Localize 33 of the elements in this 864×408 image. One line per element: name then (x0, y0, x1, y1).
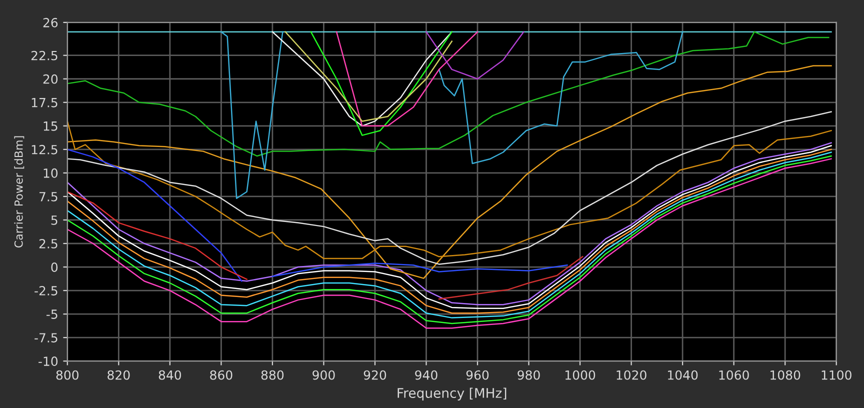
y-tick-label: 12.5 (32, 144, 58, 154)
x-tick-label: 900 (312, 370, 335, 380)
y-tick-label: -5 (46, 310, 58, 319)
y-tick-label: 7.5 (40, 192, 58, 202)
y-tick-label: 5 (51, 216, 58, 225)
y-tick-label: -2.5 (34, 286, 58, 296)
x-tick-label: 860 (210, 370, 232, 380)
x-tick-label: 1040 (668, 370, 698, 380)
y-tick-label: -7.5 (34, 333, 58, 342)
y-tick-label: 17.5 (32, 98, 58, 108)
x-tick-label: 820 (108, 370, 130, 380)
y-axis-title: Carrier Power [dBm] (14, 136, 24, 248)
y-tick-label: 2.5 (39, 238, 58, 248)
x-tick-label: 980 (518, 370, 540, 380)
x-tick-label: 920 (364, 370, 386, 380)
y-tick-label: 26 (43, 18, 58, 28)
x-tick-label: 800 (56, 370, 78, 380)
x-tick-label: 1020 (616, 370, 646, 380)
x-tick-label: 1080 (770, 370, 800, 380)
y-tick-label: 22.5 (31, 50, 58, 60)
x-tick-label: 940 (415, 370, 438, 380)
x-tick-label: 840 (158, 370, 182, 380)
x-tick-label: 960 (466, 370, 489, 380)
x-axis-title: Frequency [MHz] (398, 388, 506, 401)
x-tick-label: 880 (261, 370, 284, 380)
y-tick-label: -10 (38, 356, 58, 366)
y-tick-label: 0 (51, 262, 58, 272)
y-tick-label: 10 (44, 168, 58, 178)
y-tick-label: 20 (43, 74, 58, 84)
y-tick-label: 15 (44, 122, 58, 131)
x-tick-label: 1000 (566, 370, 596, 380)
x-tick-label: 1060 (719, 370, 749, 380)
x-tick-label: 1100 (822, 370, 852, 380)
